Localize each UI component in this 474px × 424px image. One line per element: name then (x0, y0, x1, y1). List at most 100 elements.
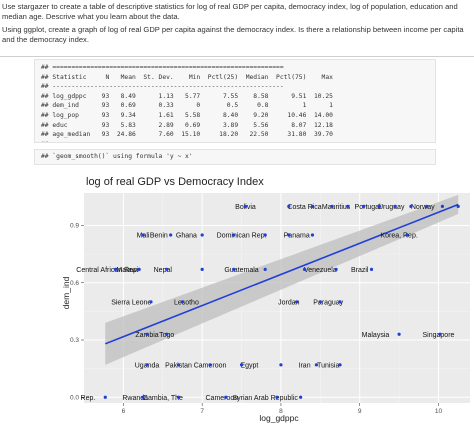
country-label: Portugal (355, 204, 382, 211)
y-tick-label: 0.0 (70, 394, 79, 401)
country-label: Lesotho (174, 299, 199, 306)
data-point (440, 204, 445, 208)
instruction-stargazer: Use stargazer to create a table of descr… (2, 2, 458, 21)
data-point (169, 233, 173, 237)
data-point (263, 233, 267, 237)
data-point (275, 395, 279, 399)
confidence-band (105, 194, 459, 365)
assignment-instructions: Use stargazer to create a table of descr… (0, 0, 474, 56)
stargazer-table-output: ## =====================================… (34, 59, 436, 143)
data-point (393, 204, 397, 208)
table-row: ## age_median 93 24.86 7.60 15.10 18.20 … (41, 131, 333, 139)
x-tick-label: 7 (200, 408, 204, 415)
table-rule-bottom: ## -------------------------------------… (41, 140, 429, 142)
country-label: Korea, Rep. (380, 233, 417, 240)
data-point (145, 332, 149, 336)
data-point (232, 233, 236, 237)
country-label: Ghana (176, 233, 197, 240)
country-label: Rep. (81, 395, 96, 402)
data-point (176, 363, 181, 367)
data-point (299, 395, 303, 399)
data-point (165, 332, 169, 336)
data-point (165, 267, 169, 271)
country-label: Syrian Arab Republic (232, 395, 298, 402)
country-label: Rwanda (122, 395, 148, 402)
data-point (103, 395, 107, 399)
country-label: Costa Rica (287, 204, 321, 211)
country-label: Dominican Rep. (217, 233, 267, 240)
data-point (224, 395, 228, 399)
country-label: Tunisia (317, 362, 339, 369)
country-label: Sierra Leone (111, 299, 151, 306)
notebook-output-area[interactable]: ## =====================================… (0, 56, 474, 424)
data-point (295, 300, 299, 304)
data-point (263, 267, 267, 271)
x-tick-label: 6 (122, 408, 126, 415)
chart-title: log of real GDP vs Democracy Index (86, 176, 264, 188)
country-label: Gambia, The (143, 395, 183, 402)
country-label: Norway (411, 204, 435, 211)
country-label: Iran (299, 362, 311, 369)
data-point (369, 267, 374, 271)
table-row: ## log_gdppc 93 8.49 1.13 5.77 7.55 8.58… (41, 92, 333, 100)
data-point (405, 233, 409, 237)
country-label: Malawi (116, 267, 138, 274)
data-point (397, 332, 401, 336)
data-point (409, 204, 413, 208)
y-axis-label: dem_ind (61, 276, 71, 309)
data-point (149, 300, 153, 304)
table-row: ## educ 93 5.83 2.89 0.69 3.89 5.56 8.07… (41, 121, 333, 129)
data-point (137, 267, 141, 271)
country-label: Venezuela (304, 267, 337, 274)
x-tick-label: 10 (435, 408, 443, 415)
table-row: ## log_pop 93 9.34 1.61 5.58 8.40 9.20 1… (41, 111, 333, 119)
data-point (314, 363, 318, 367)
data-point (456, 204, 460, 208)
data-point (200, 267, 204, 271)
data-point (302, 267, 307, 271)
regression-line (104, 203, 459, 345)
data-point (180, 300, 185, 304)
data-point (377, 204, 382, 208)
data-point (438, 332, 442, 336)
data-point (113, 267, 118, 271)
data-point (239, 363, 244, 367)
x-axis-label: log_gdppc (259, 413, 299, 423)
table-rule-mid: ## -------------------------------------… (41, 83, 284, 91)
country-label: Malaysia (362, 332, 390, 339)
data-point (200, 233, 204, 237)
country-label: Egypt (240, 362, 258, 369)
table-header: ## Statistic N Mean St. Dev. Min Pctl(25… (41, 73, 333, 81)
data-point (334, 267, 338, 271)
data-point (310, 233, 315, 237)
country-label: Jordan (278, 299, 300, 306)
geom-smooth-message: ## `geom_smooth()` using formula 'y ~ x' (34, 149, 436, 165)
data-point (176, 395, 181, 399)
table-row: ## dem_ind 93 0.69 0.33 0 0.5 0.8 1 1 (41, 102, 333, 110)
data-point (243, 204, 248, 208)
data-point (232, 267, 236, 271)
data-point (287, 233, 291, 237)
chart-svg: log of real GDP vs Democracy Index log_g… (61, 176, 470, 423)
country-label: Cameroon (206, 395, 239, 402)
country-label: Brazil (351, 267, 369, 274)
country-label: Singapore (423, 332, 455, 339)
y-tick-label: 0.6 (70, 280, 79, 287)
country-label: Uruguay (378, 204, 405, 211)
data-point (279, 363, 283, 367)
data-point (310, 204, 315, 208)
data-point (425, 204, 429, 208)
data-point (145, 363, 149, 367)
x-tick-label: 9 (358, 408, 362, 415)
data-point (318, 300, 322, 304)
scatter-plot: log of real GDP vs Democracy Index log_g… (60, 171, 472, 424)
y-tick-label: 0.9 (70, 223, 79, 230)
country-label: Central African Rep. (76, 267, 139, 274)
country-label: Guatemala (224, 267, 258, 274)
table-rule-top: ## =====================================… (41, 64, 284, 71)
country-label: Paraguay (313, 299, 343, 306)
data-point (141, 233, 145, 237)
x-tick-label: 8 (279, 408, 283, 415)
country-label: Benin (150, 233, 168, 240)
data-point (362, 204, 366, 208)
